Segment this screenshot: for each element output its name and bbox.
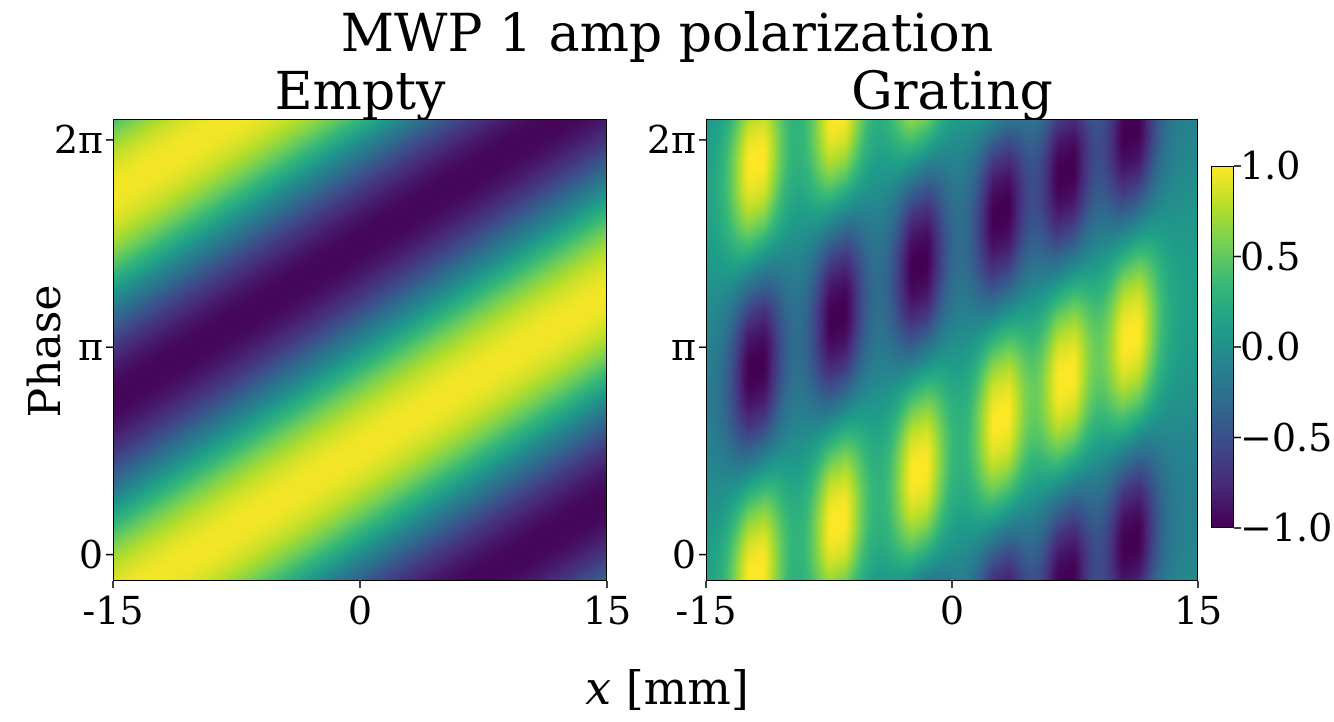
x-axis-variable: x (585, 661, 612, 715)
x-axis-unit: [mm] (625, 661, 749, 715)
colorbar-tick-label-1: 0.5 (1240, 234, 1301, 279)
heatmap-grating (706, 119, 1198, 581)
panel-title-grating: Grating (851, 62, 1053, 122)
y-tick-label-1-0: 0 (671, 532, 696, 577)
x-tick-label-1-1: 0 (939, 589, 965, 633)
x-tick-label-1-0: -15 (675, 589, 737, 633)
colorbar-tick-label-3: −0.5 (1240, 415, 1333, 460)
x-tick-label-0-2: 15 (582, 589, 632, 633)
heatmap-empty-image (114, 120, 606, 580)
colorbar-tick-label-4: −1.0 (1240, 506, 1333, 550)
x-tick-label-0-0: -15 (82, 589, 144, 633)
figure-title: MWP 1 amp polarization (340, 4, 994, 64)
panel-title-empty: Empty (274, 62, 446, 122)
x-tick-label-0-1: 0 (347, 589, 373, 633)
y-tick-label-0-0: 0 (78, 532, 103, 577)
y-tick-label-1-2: 2π (646, 117, 696, 162)
colorbar-gradient (1212, 167, 1233, 527)
y-tick-label-0-1: π (78, 325, 103, 370)
colorbar (1211, 166, 1234, 528)
heatmap-grating-image (707, 120, 1197, 580)
colorbar-tick-label-2: 0.0 (1240, 325, 1301, 369)
y-tick-label-1-1: π (671, 325, 696, 370)
x-axis-label: x [mm] (0, 658, 1334, 718)
x-tick-label-1-2: 15 (1173, 589, 1223, 633)
heatmap-empty (113, 119, 607, 581)
colorbar-tick-label-0: 1.0 (1240, 144, 1301, 188)
y-tick-label-0-2: 2π (53, 117, 103, 162)
